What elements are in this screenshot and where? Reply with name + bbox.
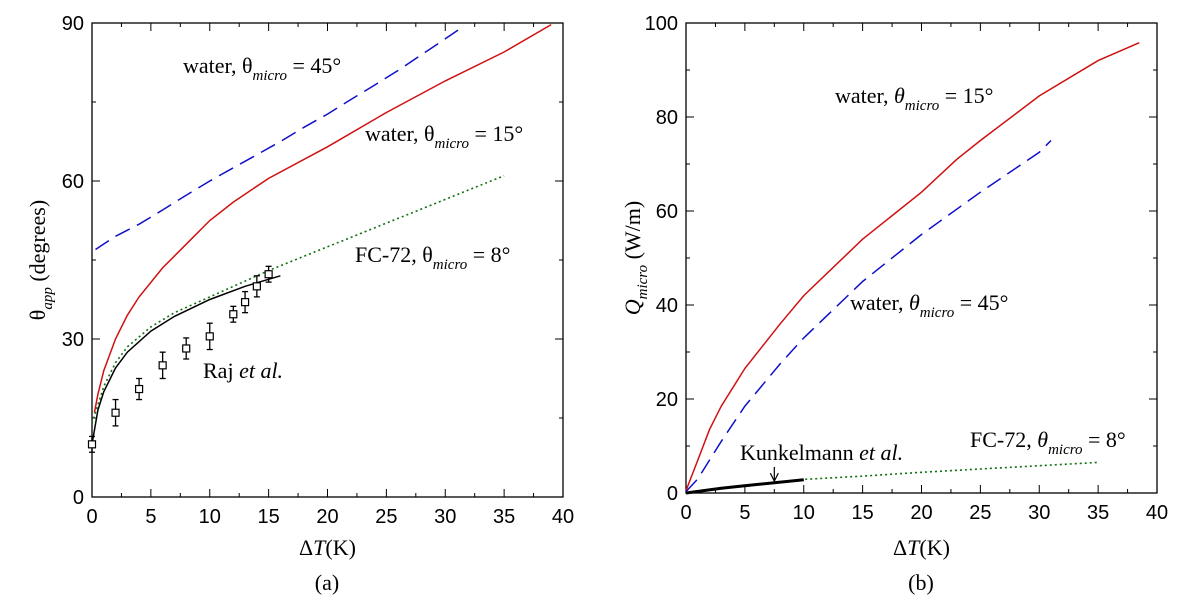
series-line-fc72 <box>685 461 1099 494</box>
y-axis-title: Qmicro (W/m) <box>620 201 651 316</box>
y-tick-label: 20 <box>656 389 678 411</box>
data-point-raj <box>264 270 273 279</box>
plot-frame <box>685 22 1158 494</box>
data-point-raj <box>205 332 214 341</box>
series-label-water15: water, θmicro = 15° <box>835 83 993 114</box>
series-label-raj: Raj et al. <box>203 358 283 383</box>
chart-panel-b: 0 5 10 15 20 25 30 35 40 0 20 40 60 80 100 water, θmicr… <box>620 13 1168 595</box>
data-point-raj <box>158 361 167 370</box>
y-tick-label: 60 <box>62 171 84 193</box>
chart-panel-a: 0 5 10 15 20 25 30 35 40 0 30 60 90 water, θmicro = 4… <box>25 13 574 595</box>
y-tick-label: 60 <box>656 201 678 223</box>
x-tick-label: 5 <box>739 502 750 524</box>
y-axis-title: θapp (degrees) <box>25 200 56 320</box>
x-tick-label: 30 <box>434 506 456 528</box>
x-tick-label: 30 <box>1028 502 1050 524</box>
panel-caption: (a) <box>315 570 339 595</box>
data-point-raj <box>87 440 97 449</box>
data-point-raj <box>135 384 144 394</box>
y-tick-label: 0 <box>667 483 678 505</box>
data-point-raj <box>182 344 191 353</box>
series-label-kunkelmann: Kunkelmann et al. <box>740 440 903 465</box>
panel-caption: (b) <box>908 570 934 595</box>
series-label-water15: water, θmicro = 15° <box>365 121 523 152</box>
series-line-water15 <box>93 23 552 413</box>
x-tick-label: 0 <box>86 506 97 528</box>
data-point-raj <box>229 310 238 319</box>
x-tick-label: 40 <box>1146 502 1168 524</box>
data-point-raj <box>252 282 261 291</box>
y-tick-label: 100 <box>645 13 678 35</box>
series-label-water45: water, θmicro = 45° <box>183 53 341 84</box>
x-tick-label: 10 <box>199 506 221 528</box>
series-label-fc72: FC-72, θmicro = 8° <box>355 242 510 273</box>
series-line-water45 <box>95 27 462 251</box>
series-line-fc72 <box>91 174 505 424</box>
x-tick-label: 35 <box>1087 502 1109 524</box>
y-tick-label: 30 <box>62 329 84 351</box>
y-tick-label: 0 <box>73 487 84 509</box>
x-tick-label: 35 <box>493 506 515 528</box>
series-label-water45: water, θmicro = 45° <box>850 290 1008 321</box>
series-label-fc72: FC-72, θmicro = 8° <box>970 427 1126 458</box>
x-tick-label: 10 <box>793 502 815 524</box>
y-tick-label: 90 <box>62 13 84 35</box>
kunkelmann-arrowhead <box>769 472 779 483</box>
x-tick-label: 0 <box>680 502 691 524</box>
series-line-model_black <box>91 275 281 445</box>
x-tick-label: 25 <box>969 502 991 524</box>
x-tick-label: 5 <box>145 506 156 528</box>
x-tick-label: 15 <box>852 502 874 524</box>
series-line-kunkelmann <box>685 478 804 495</box>
x-tick-label: 15 <box>258 506 280 528</box>
x-tick-label: 20 <box>910 502 932 524</box>
data-point-raj <box>240 298 250 307</box>
data-point-raj <box>111 408 120 417</box>
x-axis-title: ΔT(K) <box>299 535 356 560</box>
series-line-water45 <box>685 139 1052 493</box>
x-axis-title: ΔT(K) <box>893 535 950 560</box>
x-tick-label: 40 <box>552 506 574 528</box>
y-tick-label: 80 <box>656 107 678 129</box>
y-tick-label: 40 <box>656 295 678 317</box>
x-tick-label: 20 <box>316 506 338 528</box>
x-tick-label: 25 <box>375 506 397 528</box>
series-line-water15 <box>685 42 1140 491</box>
